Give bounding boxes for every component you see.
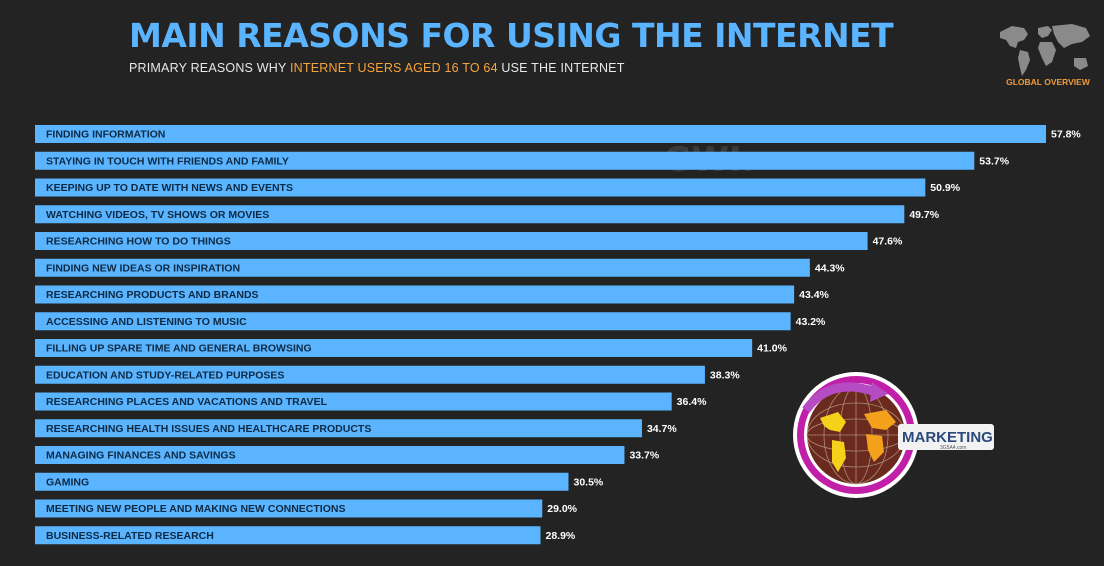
- bar-category-label: ACCESSING AND LISTENING TO MUSIC: [46, 316, 247, 328]
- bar-category-label: RESEARCHING PRODUCTS AND BRANDS: [46, 289, 259, 301]
- subtitle-suffix: USE THE INTERNET: [497, 61, 625, 75]
- bar-row: RESEARCHING PLACES AND VACATIONS AND TRA…: [35, 392, 707, 411]
- bar-value-label: 53.7%: [979, 155, 1009, 167]
- bar-category-label: RESEARCHING HOW TO DO THINGS: [46, 236, 231, 248]
- bar-row: GAMING 30.5%: [35, 472, 604, 491]
- bar-row: FINDING NEW IDEAS OR INSPIRATION 44.3%: [35, 258, 845, 277]
- bar-category-label: RESEARCHING HEALTH ISSUES AND HEALTHCARE…: [46, 423, 371, 435]
- bar-category-label: MEETING NEW PEOPLE AND MAKING NEW CONNEC…: [46, 503, 345, 515]
- bar: [35, 526, 541, 545]
- bar-value-label: 33.7%: [629, 450, 659, 462]
- bar-value-label: 43.4%: [799, 289, 829, 301]
- bar: [35, 205, 905, 224]
- bar: [35, 258, 810, 277]
- bar-row: RESEARCHING PRODUCTS AND BRANDS 43.4%: [35, 285, 830, 304]
- bar-value-label: 47.6%: [873, 236, 903, 248]
- global-overview-label: GLOBAL OVERVIEW: [1006, 77, 1090, 87]
- bar-category-label: FINDING NEW IDEAS OR INSPIRATION: [46, 262, 240, 274]
- marketing-logo-text: MARKETING: [902, 429, 993, 446]
- chart-subtitle: PRIMARY REASONS WHY INTERNET USERS AGED …: [129, 61, 625, 75]
- bar-category-label: FILLING UP SPARE TIME AND GENERAL BROWSI…: [46, 343, 312, 355]
- bar-value-label: 38.3%: [710, 369, 740, 381]
- bar-category-label: FINDING INFORMATION: [46, 129, 165, 141]
- bar: [35, 392, 672, 411]
- bar: [35, 178, 926, 197]
- bar-value-label: 34.7%: [647, 423, 677, 435]
- bar-row: RESEARCHING HEALTH ISSUES AND HEALTHCARE…: [35, 419, 677, 438]
- bar-category-label: WATCHING VIDEOS, TV SHOWS OR MOVIES: [46, 209, 269, 221]
- bar-category-label: GAMING: [46, 476, 89, 488]
- bar-value-label: 36.4%: [677, 396, 707, 408]
- world-map-icon: [1000, 24, 1090, 76]
- bar-row: MANAGING FINANCES AND SAVINGS 33.7%: [35, 446, 660, 464]
- bar-row: EDUCATION AND STUDY-RELATED PURPOSES 38.3…: [35, 365, 740, 384]
- bar-value-label: 57.8%: [1051, 129, 1081, 141]
- bar: [35, 446, 625, 464]
- bar-row: BUSINESS-RELATED RESEARCH 28.9%: [35, 526, 576, 545]
- bar: [35, 365, 705, 384]
- bar-category-label: KEEPING UP TO DATE WITH NEWS AND EVENTS: [46, 182, 293, 194]
- chart-title: MAIN REASONS FOR USING THE INTERNET: [129, 16, 894, 55]
- bar-value-label: 28.9%: [546, 530, 576, 542]
- bar-row: ACCESSING AND LISTENING TO MUSIC 43.2%: [35, 312, 826, 331]
- bar-value-label: 29.0%: [547, 503, 577, 515]
- bar: [35, 472, 569, 491]
- bar-row: WATCHING VIDEOS, TV SHOWS OR MOVIES 49.7%: [35, 205, 940, 224]
- bar-category-label: BUSINESS-RELATED RESEARCH: [46, 530, 214, 542]
- bar-row: FILLING UP SPARE TIME AND GENERAL BROWSI…: [35, 339, 788, 357]
- bar: [35, 285, 795, 304]
- bar: [35, 232, 868, 250]
- bar: [35, 339, 753, 357]
- bar-value-label: 49.7%: [909, 209, 939, 221]
- bar: [35, 151, 975, 170]
- bar: [35, 125, 1046, 143]
- subtitle-prefix: PRIMARY REASONS WHY: [129, 61, 290, 75]
- bar-category-label: EDUCATION AND STUDY-RELATED PURPOSES: [46, 369, 284, 381]
- bar-row: STAYING IN TOUCH WITH FRIENDS AND FAMILY…: [35, 151, 1010, 170]
- bar-row: FINDING INFORMATION 57.8%: [35, 125, 1081, 143]
- bar-value-label: 30.5%: [573, 476, 603, 488]
- bar: [35, 312, 791, 331]
- bar-value-label: 43.2%: [796, 316, 826, 328]
- bar-row: MEETING NEW PEOPLE AND MAKING NEW CONNEC…: [35, 499, 578, 518]
- subtitle-highlight: INTERNET USERS AGED 16 TO 64: [289, 61, 498, 75]
- bar-value-label: 50.9%: [930, 182, 960, 194]
- bar-category-label: MANAGING FINANCES AND SAVINGS: [46, 450, 236, 462]
- bar-value-label: 44.3%: [815, 262, 845, 274]
- bar: [35, 499, 543, 518]
- bar-value-label: 41.0%: [757, 343, 787, 355]
- bar-row: RESEARCHING HOW TO DO THINGS 47.6%: [35, 232, 903, 250]
- marketing-logo-subtext: 3G5A4.com: [940, 445, 966, 451]
- bar-category-label: STAYING IN TOUCH WITH FRIENDS AND FAMILY: [46, 155, 289, 167]
- bar: [35, 419, 642, 438]
- bar-row: KEEPING UP TO DATE WITH NEWS AND EVENTS 5…: [35, 178, 961, 197]
- marketing-logo: MARKETING 3G5A4.com: [793, 372, 994, 498]
- bar-category-label: RESEARCHING PLACES AND VACATIONS AND TRA…: [46, 396, 328, 408]
